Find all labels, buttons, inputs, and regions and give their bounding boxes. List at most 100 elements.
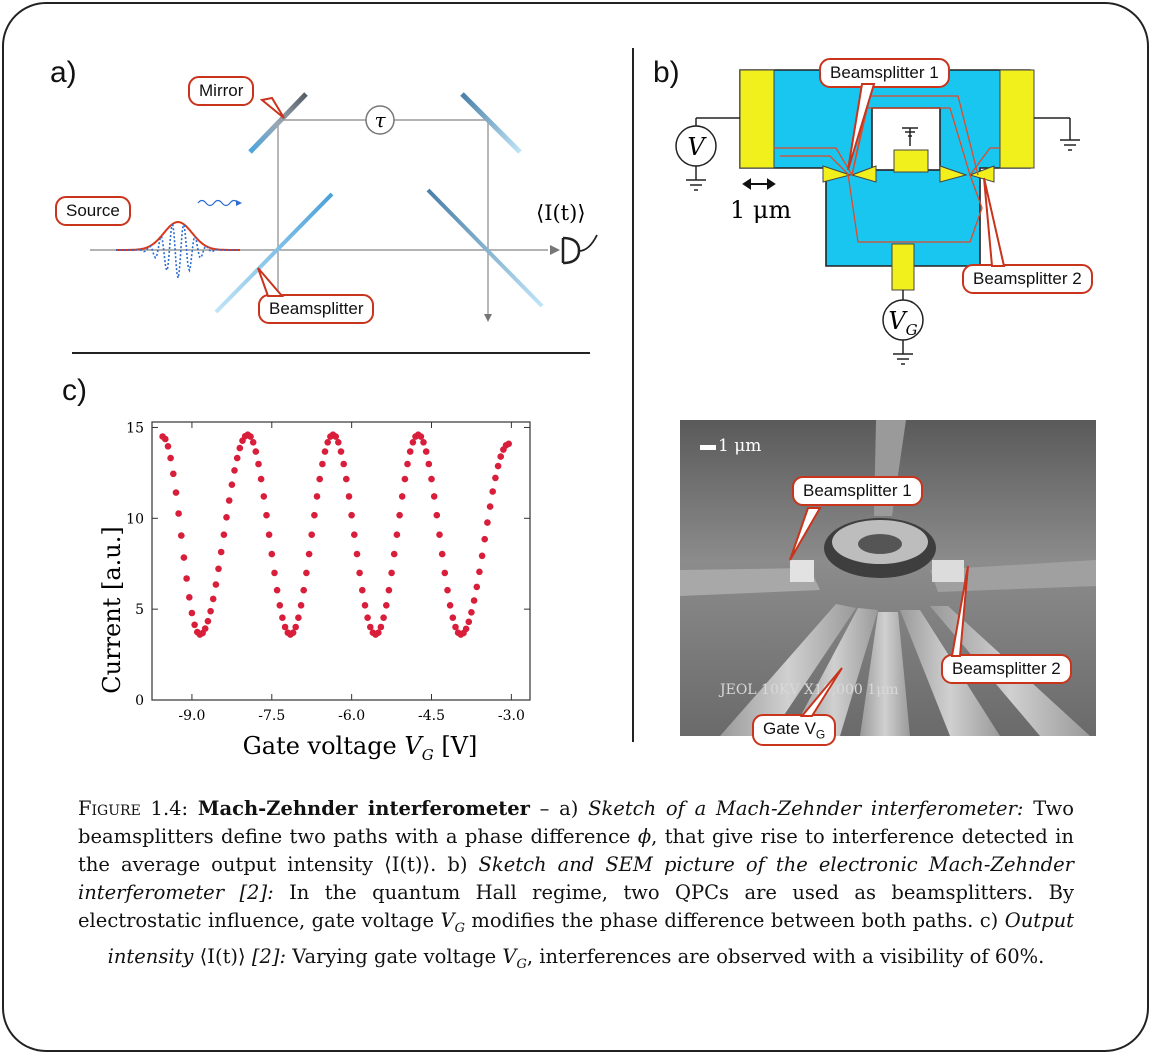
data-point bbox=[223, 514, 230, 521]
data-point bbox=[393, 531, 401, 538]
data-point bbox=[319, 460, 326, 468]
gate-callout-sem: Gate VG bbox=[752, 714, 837, 747]
data-point bbox=[433, 511, 441, 519]
data-point bbox=[406, 448, 414, 455]
y-tick-label: 10 bbox=[126, 511, 144, 527]
data-point bbox=[180, 554, 188, 561]
data-point bbox=[343, 475, 350, 483]
data-point bbox=[268, 550, 276, 558]
edge-channels bbox=[774, 95, 1000, 243]
beamsplitter-callout: Beamsplitter bbox=[258, 294, 375, 324]
panel-b-device-sketch: V VG 1 μm bbox=[675, 69, 1080, 365]
data-point bbox=[255, 460, 262, 468]
output-intensity-label: ⟨I(t)⟩ bbox=[536, 201, 586, 225]
down-arrowhead bbox=[484, 314, 492, 322]
mirror-top-right bbox=[460, 92, 522, 154]
data-point bbox=[279, 614, 286, 621]
mirror-callout: Mirror bbox=[188, 76, 255, 106]
data-point bbox=[441, 569, 449, 577]
data-point bbox=[295, 614, 302, 621]
panel-b-letter: b) bbox=[653, 56, 680, 89]
data-point bbox=[191, 621, 198, 629]
caption-a-title: Sketch of a Mach-Zehnder interferometer: bbox=[588, 797, 1024, 820]
data-point bbox=[340, 460, 347, 468]
beamsplitter1-callout-sketch: Beamsplitter 1 bbox=[819, 58, 950, 88]
data-point bbox=[162, 435, 169, 443]
data-point bbox=[452, 623, 459, 631]
data-point bbox=[167, 454, 174, 462]
qpc1-left bbox=[822, 165, 852, 183]
caption-c-title: Output intensity bbox=[107, 909, 1074, 968]
panel-a-letter: a) bbox=[50, 56, 77, 89]
data-point bbox=[220, 531, 228, 538]
data-point bbox=[201, 625, 209, 632]
data-point bbox=[209, 595, 217, 603]
chart-points bbox=[159, 431, 512, 638]
qpc2-left bbox=[939, 165, 968, 183]
panel-a-diagram: τ ⟨I(t)⟩ bbox=[90, 92, 598, 322]
data-point bbox=[380, 614, 387, 621]
qpc2-right bbox=[968, 165, 995, 183]
data-point bbox=[492, 474, 499, 482]
data-point bbox=[489, 488, 497, 495]
data-point bbox=[473, 583, 481, 591]
x-tick-label: -4.5 bbox=[418, 708, 445, 724]
data-point bbox=[383, 602, 390, 609]
x-axis-label: Gate voltage VG [V] bbox=[243, 732, 478, 764]
interference-chart: -9.0 -7.5 -6.0 -4.5 -3.0 0 5 10 15 Gate voltage … bbox=[98, 420, 531, 764]
data-point bbox=[247, 433, 254, 440]
data-point bbox=[468, 609, 475, 616]
x-tick-label: -3.0 bbox=[498, 708, 525, 724]
data-point bbox=[375, 629, 382, 636]
plot-frame bbox=[151, 421, 531, 701]
data-point bbox=[183, 575, 190, 582]
data-point bbox=[233, 454, 241, 462]
data-point bbox=[356, 569, 363, 577]
data-point bbox=[204, 617, 212, 625]
data-point bbox=[430, 493, 438, 500]
data-point bbox=[175, 510, 182, 517]
sem-footer-text: JEOL 10KV X10,000 1μm bbox=[718, 682, 899, 698]
beamsplitter-left bbox=[214, 192, 334, 314]
data-point bbox=[359, 586, 366, 594]
beamsplitter2-callout-sem: Beamsplitter 2 bbox=[941, 654, 1072, 684]
data-point bbox=[351, 531, 358, 538]
caption-b-title: Sketch and SEM picture of the electronic… bbox=[78, 853, 1074, 904]
data-point bbox=[249, 439, 257, 446]
data-point bbox=[505, 440, 512, 448]
data-point bbox=[186, 594, 193, 601]
x-tick-label: -7.5 bbox=[258, 708, 285, 724]
data-point bbox=[313, 493, 321, 500]
data-point bbox=[470, 597, 478, 604]
data-point bbox=[231, 467, 238, 474]
callout-pointers-b bbox=[847, 83, 1006, 267]
data-point bbox=[481, 535, 489, 543]
data-point bbox=[420, 439, 427, 446]
data-point bbox=[417, 433, 425, 440]
data-point bbox=[217, 548, 225, 556]
data-point bbox=[396, 511, 403, 519]
data-point bbox=[337, 448, 345, 455]
y-tick-label: 15 bbox=[126, 420, 144, 436]
data-point bbox=[276, 602, 284, 609]
panel-c-letter: c) bbox=[62, 374, 87, 407]
data-point bbox=[172, 489, 180, 496]
data-point bbox=[348, 511, 355, 519]
data-point bbox=[425, 460, 433, 468]
scale-label: 1 μm bbox=[730, 196, 791, 224]
data-point bbox=[446, 602, 454, 609]
data-point bbox=[292, 623, 299, 631]
data-point bbox=[428, 475, 435, 483]
data-point bbox=[422, 448, 430, 455]
figure-caption: Figure 1.4: Mach-Zehnder interferometer … bbox=[78, 797, 1075, 972]
data-point bbox=[332, 433, 339, 440]
data-point bbox=[497, 453, 505, 460]
data-point bbox=[409, 439, 417, 446]
y-tick-label: 5 bbox=[135, 602, 144, 618]
data-point bbox=[388, 569, 395, 577]
data-point bbox=[345, 493, 353, 500]
data-point bbox=[212, 581, 220, 588]
data-point bbox=[484, 519, 491, 526]
figure-label: Figure 1.4: bbox=[78, 797, 189, 820]
